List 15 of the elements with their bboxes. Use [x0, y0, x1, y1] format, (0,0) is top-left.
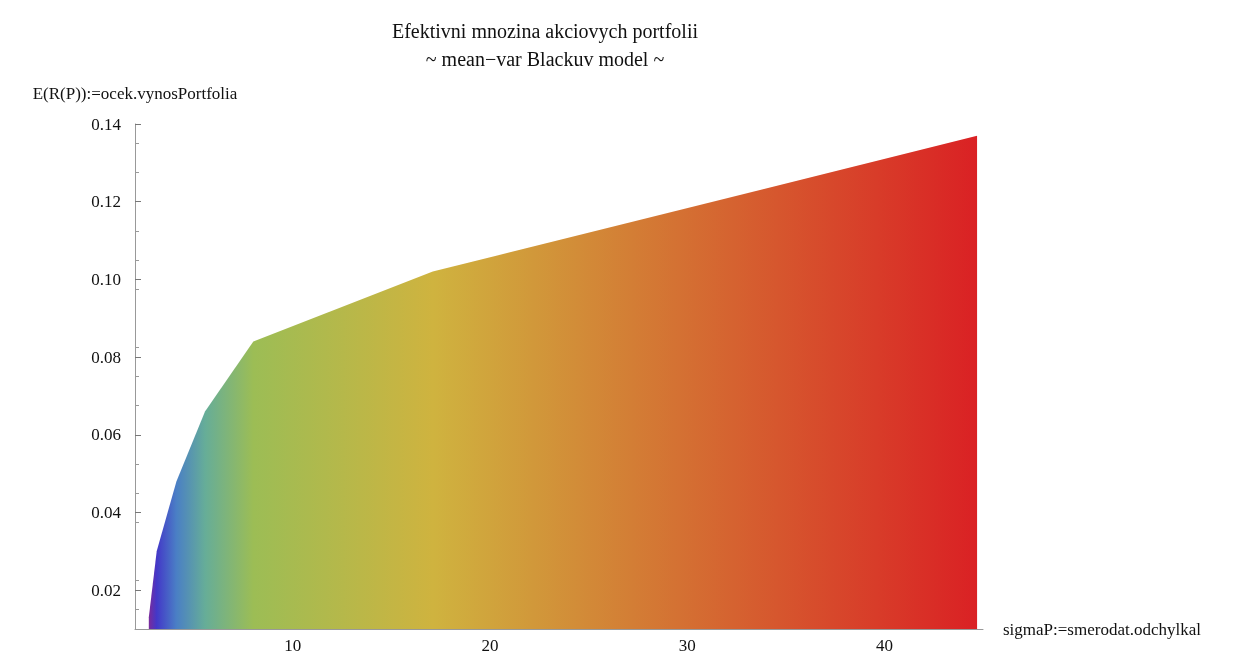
x-tick-label: 10 [284, 636, 302, 655]
y-tick-label: 0.04 [91, 502, 122, 522]
x-tick-label: 30 [678, 636, 696, 655]
y-tick-label: 0.12 [91, 192, 121, 212]
x-tick-label: 20 [481, 636, 499, 655]
chart-title: Efektivni mnozina akciovych portfolii [391, 20, 699, 43]
x-axis-title: sigmaP:=smerodat.odchylkal [1003, 619, 1202, 639]
y-tick-label: 0.08 [91, 347, 121, 367]
y-tick-label: 0.02 [91, 580, 121, 600]
y-tick-label: 0.06 [91, 425, 121, 445]
x-tick-label: 40 [875, 636, 893, 655]
y-tick-label: 0.14 [91, 114, 122, 134]
chart-subtitle: ~ mean−var Blackuv model ~ [425, 48, 665, 70]
y-axis-title: E(R(P)):=ocek.vynosPortfolia [32, 84, 238, 103]
y-tick-label: 0.10 [91, 269, 121, 289]
